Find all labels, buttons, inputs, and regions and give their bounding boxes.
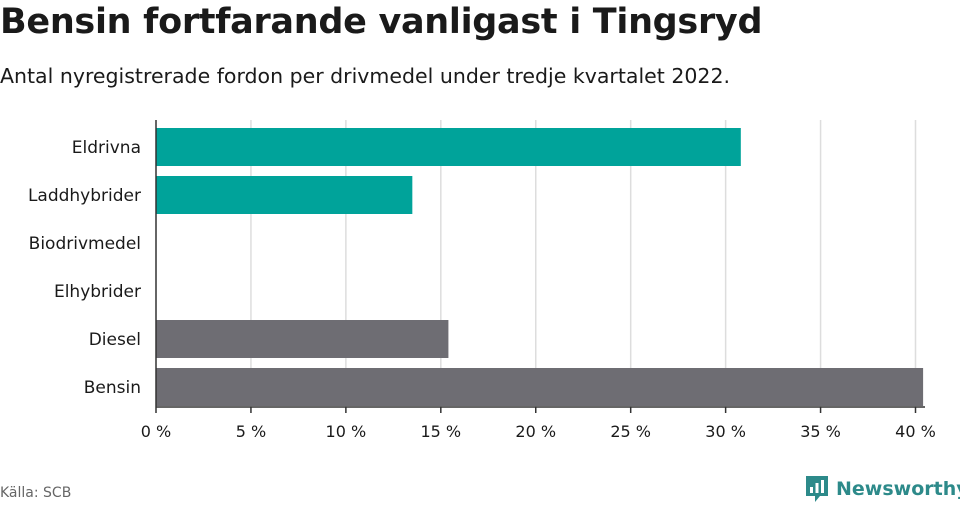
brand-name: Newsworthy [836,478,960,500]
x-tick-label: 20 % [515,422,556,441]
x-tick-label: 25 % [610,422,651,441]
chart-title: Bensin fortfarande vanligast i Tingsryd [0,2,763,42]
brand-logo[interactable]: Newsworthy [804,474,960,504]
category-label: Eldrivna [72,138,141,158]
x-tick-label: 15 % [420,422,461,441]
bar [156,176,413,214]
x-tick-label: 0 % [141,422,171,441]
category-label: Elhybrider [54,282,141,302]
x-tick-label: 35 % [800,422,841,441]
newsworthy-logo-icon [806,476,828,502]
x-tick-label: 5 % [236,422,266,441]
x-tick-label: 40 % [895,422,936,441]
bar [156,128,741,166]
bar-chart: Eldrivna Laddhybrider Biodrivmedel Elhybrid… [28,120,936,441]
chart-subtitle: Antal nyregistrerade fordon per drivmede… [0,64,731,88]
source-note: Källa: SCB [0,485,72,501]
category-label: Bensin [84,378,141,398]
bar [156,368,924,406]
x-tick-label: 30 % [705,422,746,441]
category-label: Diesel [89,330,141,350]
x-tick-label: 10 % [326,422,367,441]
category-label: Laddhybrider [28,186,141,206]
bar [156,320,449,358]
category-label: Biodrivmedel [29,234,141,254]
